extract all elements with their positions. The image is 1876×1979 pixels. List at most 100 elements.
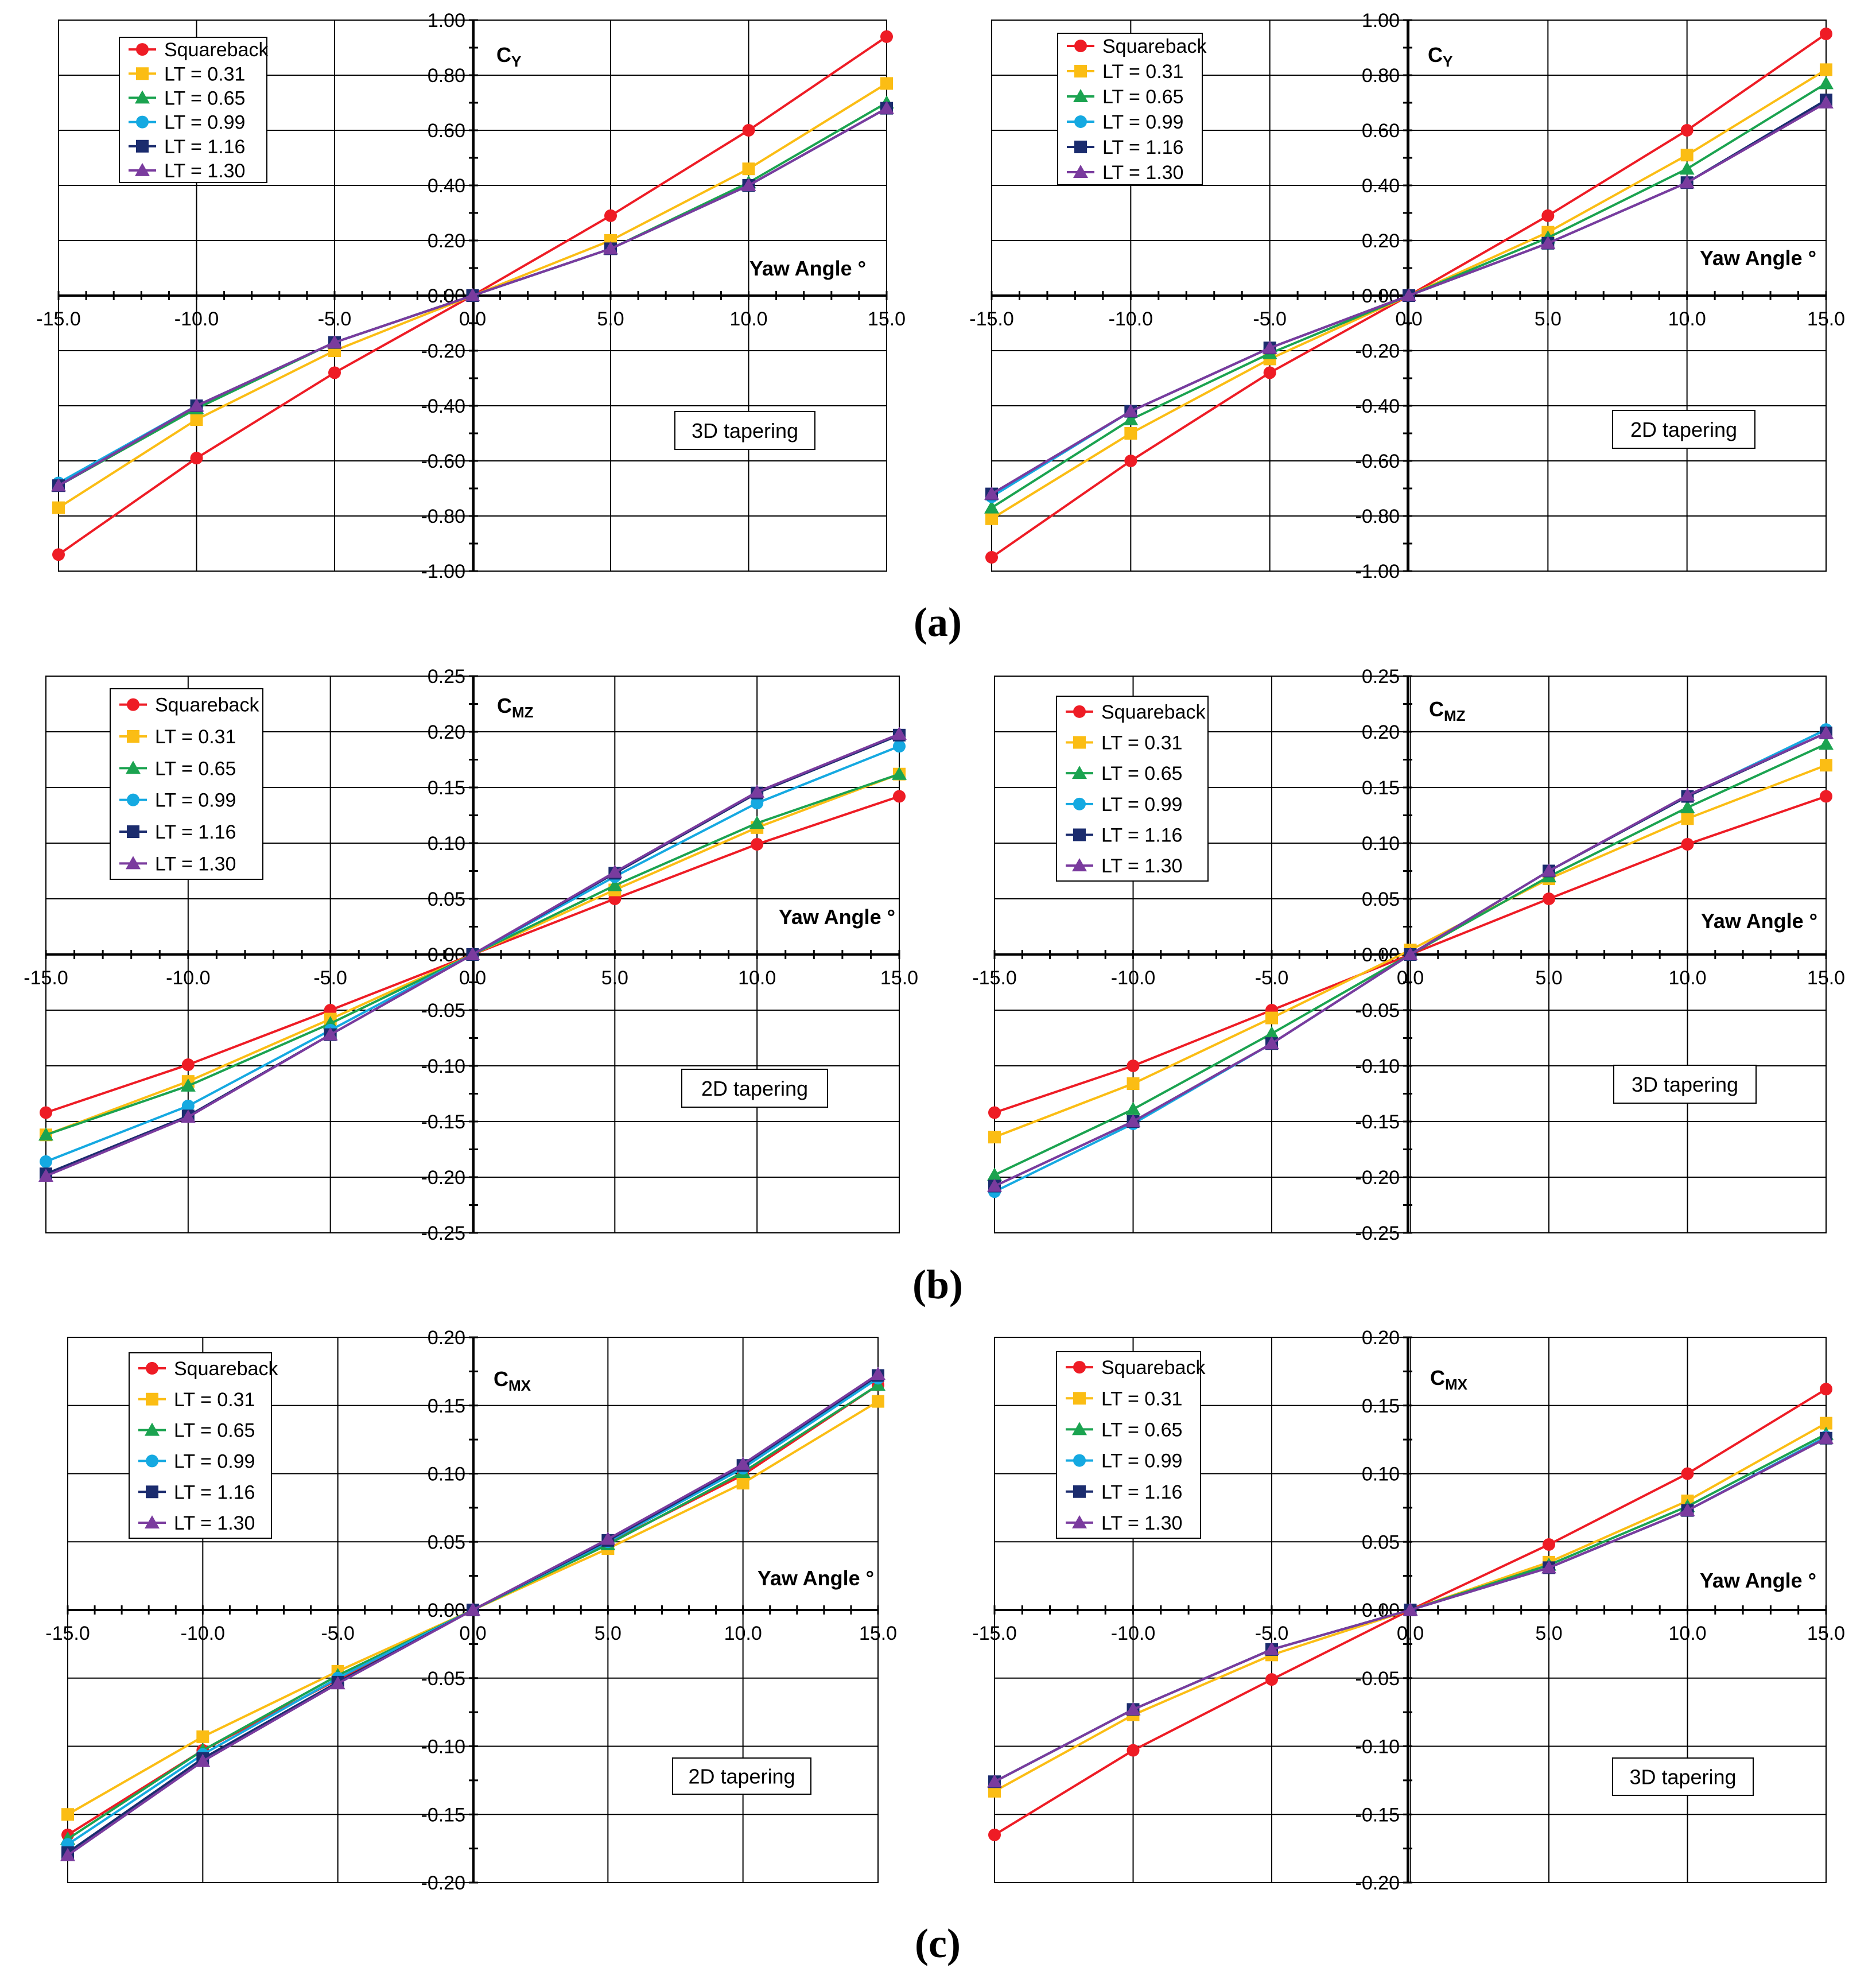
chart-title-main: C bbox=[1430, 1366, 1445, 1390]
x-tick-label: 15.0 bbox=[1807, 308, 1845, 330]
y-tick-label: -0.15 bbox=[1355, 1111, 1400, 1133]
y-tick-label: -0.20 bbox=[1355, 1167, 1400, 1189]
y-tick-label: -0.10 bbox=[1355, 1736, 1400, 1758]
x-tick-label: -10.0 bbox=[1109, 308, 1153, 330]
legend-label: LT = 1.30 bbox=[1102, 162, 1183, 184]
y-tick-label: 0.20 bbox=[1362, 1327, 1400, 1349]
data-point bbox=[1820, 1417, 1832, 1430]
legend-marker bbox=[1073, 828, 1086, 841]
y-tick-label: 0.20 bbox=[1362, 230, 1400, 252]
data-point bbox=[1819, 76, 1834, 90]
data-point bbox=[987, 1178, 1002, 1192]
legend-marker bbox=[127, 698, 139, 711]
chart-title-subscript: MZ bbox=[512, 704, 534, 721]
x-tick-label: -10.0 bbox=[166, 967, 211, 989]
chart-title: CMX bbox=[1430, 1366, 1468, 1393]
y-tick-label: 1.00 bbox=[1362, 10, 1400, 32]
series-6 bbox=[51, 100, 894, 492]
data-point bbox=[1819, 95, 1834, 108]
y-tick-label: -0.05 bbox=[421, 1668, 466, 1690]
data-point bbox=[751, 837, 764, 851]
legend-box bbox=[129, 1352, 272, 1539]
legend-marker bbox=[136, 115, 149, 129]
x-tick-label: -10.0 bbox=[181, 1623, 226, 1644]
x-tick-label: -5.0 bbox=[1255, 1623, 1289, 1644]
legend-marker bbox=[126, 856, 141, 870]
legend-marker bbox=[1073, 1485, 1086, 1498]
x-tick-label: 0.0 bbox=[1397, 1623, 1424, 1644]
data-point bbox=[1264, 1642, 1279, 1655]
data-point bbox=[1820, 759, 1832, 772]
series-6 bbox=[60, 1367, 885, 1861]
y-tick-label: 0.20 bbox=[1362, 721, 1400, 743]
data-point bbox=[879, 100, 894, 114]
data-point bbox=[1679, 175, 1695, 189]
legend-marker bbox=[1073, 1454, 1086, 1467]
chart-1: -15.0 -10.0 -5.0 0.0 5.0 10.0 15.0 -1.00 -0.80 -0… bbox=[36, 10, 906, 583]
chart-title: CMZ bbox=[1429, 697, 1466, 724]
data-point bbox=[52, 548, 65, 561]
x-axis-label: Yaw Angle ° bbox=[1701, 909, 1817, 933]
data-point bbox=[988, 1784, 1001, 1798]
chart-title-subscript: MX bbox=[508, 1377, 531, 1394]
legend-label: LT = 1.30 bbox=[1101, 1512, 1182, 1534]
chart-title: CY bbox=[1428, 43, 1452, 70]
legend-label: LT = 1.16 bbox=[1101, 1481, 1182, 1503]
data-point bbox=[181, 1099, 195, 1112]
y-tick-label: -0.05 bbox=[1355, 1000, 1400, 1022]
y-tick-label: -0.20 bbox=[1355, 340, 1400, 362]
legend-marker bbox=[1073, 1361, 1086, 1374]
y-tick-label: -0.15 bbox=[1355, 1804, 1400, 1826]
series-6 bbox=[987, 725, 1834, 1192]
legend-box bbox=[110, 688, 263, 880]
data-point bbox=[60, 1848, 75, 1861]
x-axis-label: Yaw Angle ° bbox=[779, 905, 895, 929]
data-point bbox=[603, 241, 618, 255]
x-tick-label: -15.0 bbox=[972, 1623, 1017, 1644]
data-point bbox=[330, 1676, 345, 1690]
data-point bbox=[988, 1828, 1001, 1841]
y-tick-label: 0.15 bbox=[428, 1395, 465, 1417]
legend-marker bbox=[1073, 736, 1086, 749]
legend-marker bbox=[1074, 115, 1087, 128]
legend-marker bbox=[135, 162, 150, 176]
data-point bbox=[988, 1106, 1001, 1119]
chart-title: CMZ bbox=[497, 694, 534, 721]
legend-label: LT = 0.99 bbox=[1101, 1450, 1182, 1472]
legend-label: LT = 0.65 bbox=[1101, 1419, 1182, 1441]
x-tick-label: -15.0 bbox=[972, 967, 1017, 989]
data-point bbox=[872, 1395, 884, 1408]
data-point bbox=[987, 1774, 1002, 1788]
data-point bbox=[1264, 1036, 1279, 1050]
note-box bbox=[674, 411, 815, 450]
x-tick-label: 10.0 bbox=[1668, 308, 1706, 330]
chart-title-main: C bbox=[494, 1367, 508, 1391]
data-point bbox=[327, 335, 342, 348]
legend-box bbox=[1057, 33, 1203, 185]
legend-marker bbox=[136, 43, 149, 56]
x-tick-label: 10.0 bbox=[738, 967, 776, 989]
data-point bbox=[1680, 124, 1694, 137]
panel-label: (c) bbox=[915, 1920, 961, 1966]
legend-label: LT = 1.16 bbox=[174, 1481, 255, 1503]
data-point bbox=[604, 209, 617, 222]
data-point bbox=[1681, 812, 1694, 825]
legend-marker bbox=[126, 760, 141, 774]
y-tick-label: 0.60 bbox=[428, 120, 465, 142]
legend-marker bbox=[145, 1515, 160, 1529]
legend-marker bbox=[1073, 705, 1086, 718]
data-point bbox=[871, 1367, 885, 1380]
x-tick-label: -15.0 bbox=[45, 1623, 90, 1644]
legend-marker bbox=[1073, 1392, 1086, 1405]
data-point bbox=[38, 1169, 53, 1182]
data-point bbox=[1541, 863, 1556, 877]
data-point bbox=[40, 1106, 52, 1119]
data-point bbox=[61, 1808, 74, 1821]
y-tick-label: 0.80 bbox=[1362, 65, 1400, 87]
data-point bbox=[40, 1155, 52, 1168]
note-text: 2D tapering bbox=[1630, 418, 1737, 441]
chart-title-main: C bbox=[1429, 697, 1444, 721]
x-tick-label: -5.0 bbox=[321, 1623, 355, 1644]
legend-marker bbox=[1074, 141, 1087, 153]
